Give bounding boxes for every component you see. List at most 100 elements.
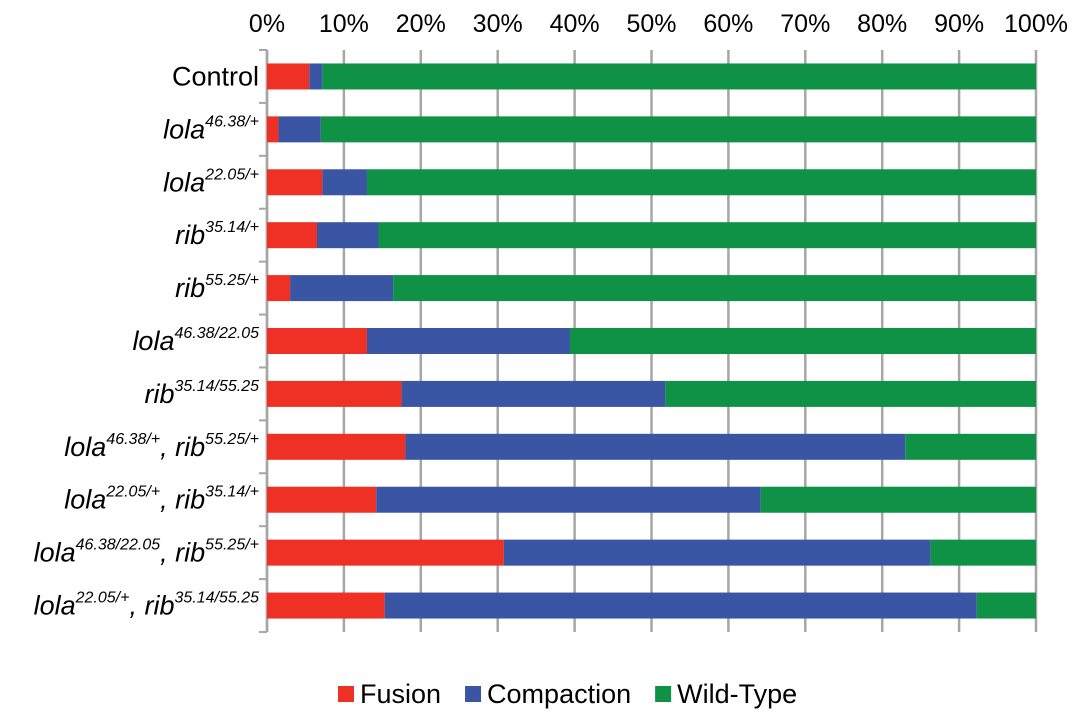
bar-segment [320,116,1037,143]
bar-segment [393,275,1037,302]
bar-segment [366,169,1037,196]
category-label: rib35.14/+ [175,219,259,250]
category-label-part: lola [34,538,76,568]
bar-segment [278,116,321,143]
legend-label: Compaction [487,679,631,709]
category-label-part: , [160,485,175,515]
x-tick-label: 30% [473,10,523,38]
category-label-superscript: 46.38/+ [205,113,259,130]
bar-segment [267,433,406,460]
bar-segment [503,539,931,566]
bar-segment [760,486,1036,513]
x-tick-label: 100% [1004,10,1068,38]
bar-segment [376,486,761,513]
category-label-superscript: 55.25/+ [205,272,259,289]
category-label: lola46.38/22.05, rib55.25/+ [34,537,259,568]
category-label-superscript: 46.38/22.05 [76,537,161,554]
category-label: lola22.05/+, rib35.14/55.25 [34,590,260,621]
category-label-superscript: 35.14/+ [205,219,259,236]
category-label: lola22.05/+ [163,166,259,197]
category-label-part: lola [64,485,106,515]
legend-swatch [338,686,354,702]
x-tick-label: 40% [550,10,600,38]
category-label-part: rib [175,538,205,568]
bars [267,63,1037,619]
bar-segment [267,63,310,90]
category-label: lola46.38/+ [163,113,259,144]
category-label-part: rib [175,220,205,250]
category-label: rib55.25/+ [175,272,259,303]
bar-segment [267,169,323,196]
category-label-superscript: 22.05/+ [75,590,130,607]
category-label-part: rib [175,273,205,303]
bar-segment [401,380,666,407]
legend-label: Fusion [360,679,441,709]
bar-segment [322,169,367,196]
legend-label: Wild-Type [677,679,797,709]
category-label-superscript: 35.14/55.25 [174,590,259,607]
bar-segment [930,539,1036,566]
x-tick-label: 20% [396,10,446,38]
x-tick-label: 70% [780,10,830,38]
bar-segment [309,63,323,90]
x-tick-label: 0% [249,10,285,38]
bar-segment [976,592,1036,619]
category-label-part: lola [64,432,106,462]
category-label-part: , [160,538,175,568]
category-label-superscript: 35.14/55.25 [174,378,259,395]
category-label: Control [172,61,259,91]
bar-segment [267,116,279,143]
legend-swatch [465,686,482,702]
bar-segment [569,328,1036,354]
bar-segment [267,222,317,249]
bar-segment [267,328,367,354]
category-label: lola46.38/22.05 [132,325,259,356]
x-tick-label: 90% [934,10,984,38]
category-label-part: , [129,591,144,621]
category-label-part: lola [34,591,76,621]
bar-segment [366,328,570,354]
category-label-part: rib [175,485,205,515]
category-label-superscript: 22.05/+ [204,166,259,183]
bar-segment [267,486,377,513]
category-label-part: rib [144,591,174,621]
legend-swatch [655,686,672,702]
x-tick-label: 60% [703,10,753,38]
axes [259,49,269,633]
category-labels: Controllola46.38/+lola22.05/+rib35.14/+r… [34,61,260,620]
x-tick-labels: 0% 10% 20% 30% 40% 50% 60% 70% 80% 90% 100% [249,10,1068,38]
category-label-part: rib [175,432,205,462]
bar-segment [322,63,1036,90]
bar-segment [905,433,1036,460]
category-label-part: Control [172,61,259,91]
bar-segment [378,222,1036,249]
category-label-part: lola [163,167,205,197]
category-label-superscript: 46.38/+ [106,431,160,448]
category-label: lola46.38/+, rib55.25/+ [64,431,259,462]
category-label-part: rib [144,379,174,409]
category-label: rib35.14/55.25 [144,378,259,409]
bar-segment [316,222,379,249]
bar-segment [384,592,977,619]
category-label-superscript: 55.25/+ [205,431,259,448]
category-label-part: lola [163,114,205,144]
legend: Fusion Compaction Wild-Type [338,679,797,709]
bar-segment [267,380,402,407]
bar-segment [290,275,394,302]
x-tick-label: 50% [626,10,676,38]
bar-segment [665,380,1036,407]
category-label-superscript: 35.14/+ [205,484,259,501]
category-label-superscript: 46.38/22.05 [174,325,259,342]
x-tick-label: 80% [857,10,907,38]
category-label-part: lola [132,326,174,356]
bar-segment [267,592,385,619]
category-label-superscript: 55.25/+ [205,537,259,554]
bar-segment [405,433,906,460]
bar-segment [267,539,504,566]
category-label-part: , [160,432,175,462]
bar-segment [267,275,291,302]
x-tick-label: 10% [319,10,369,38]
category-label: lola22.05/+, rib35.14/+ [64,484,259,515]
category-label-superscript: 22.05/+ [105,484,160,501]
